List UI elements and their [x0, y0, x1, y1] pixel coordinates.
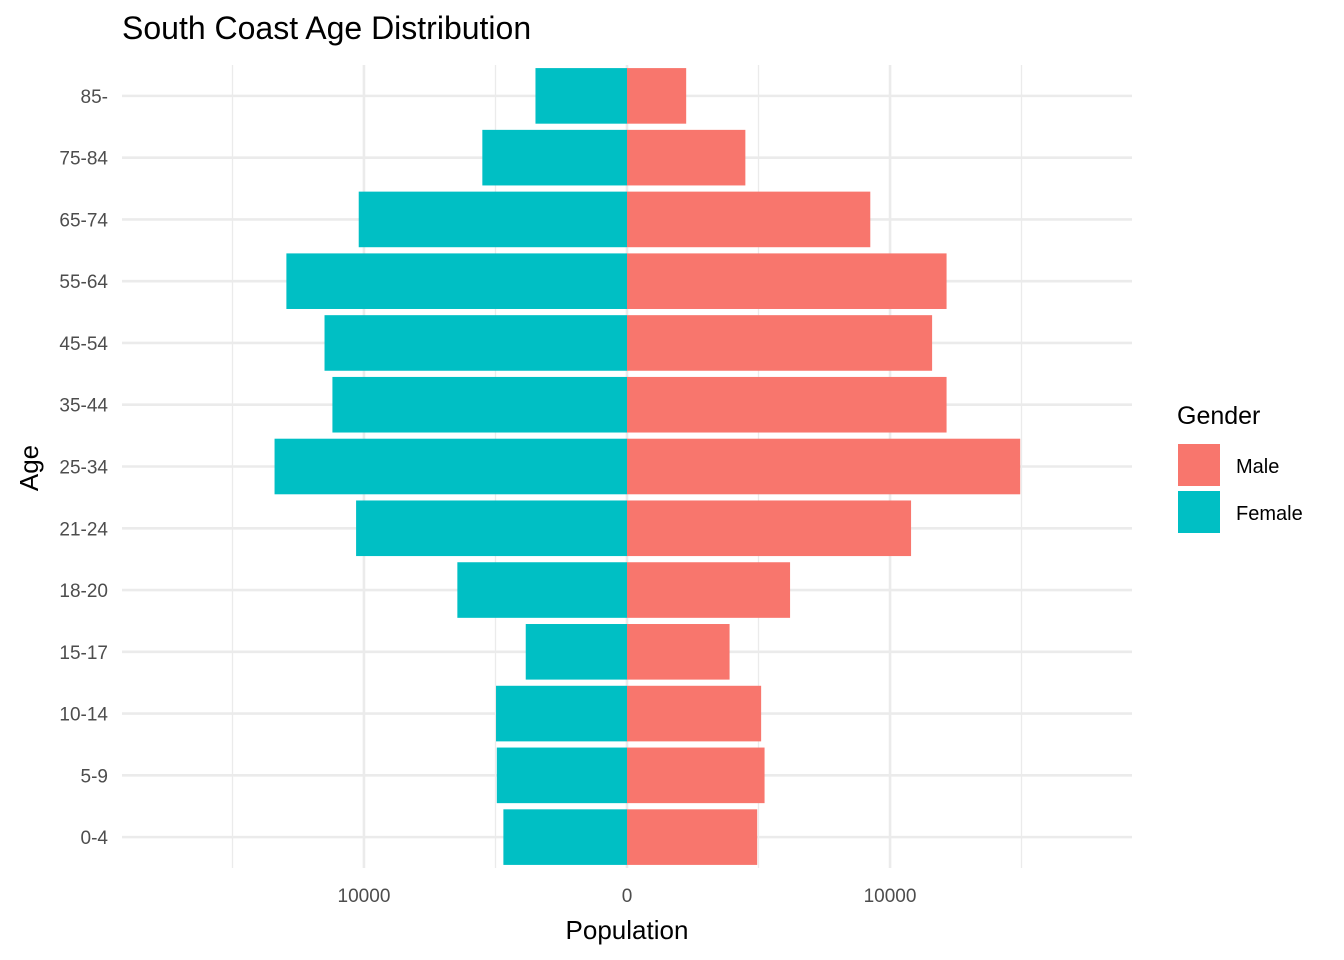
bar-male-45-54 — [627, 315, 933, 371]
bar-female-25-34 — [274, 438, 627, 495]
chart-title: South Coast Age Distribution — [122, 10, 531, 46]
legend-label-female: Female — [1236, 503, 1303, 525]
bar-female-65-74 — [358, 191, 627, 248]
bar-male-5-9 — [627, 747, 765, 804]
bar-male-75-84 — [627, 129, 746, 186]
bar-male-21-24 — [627, 500, 912, 557]
y-tick-label: 5-9 — [81, 766, 108, 787]
y-tick-label: 25-34 — [59, 458, 108, 479]
x-tick-label: 10000 — [864, 886, 917, 907]
x-tick-label: 10000 — [338, 886, 391, 907]
bar-female-15-17 — [525, 624, 627, 680]
legend-key-male — [1178, 444, 1220, 486]
bar-female-0-4 — [503, 809, 627, 865]
y-tick-label: 75-84 — [59, 149, 108, 170]
legend-key-female — [1178, 491, 1220, 533]
y-axis-tick-labels: 0-4 5-9 10-14 15-17 18-20 21-24 25-34 35-44 45-5… — [59, 87, 108, 849]
bar-male-35-44 — [627, 376, 947, 433]
y-tick-label: 55-64 — [59, 272, 108, 293]
bar-female-75-84 — [482, 129, 627, 186]
bar-female-18-20 — [457, 562, 627, 618]
legend-title: Gender — [1177, 402, 1260, 430]
bar-female-55-64 — [286, 253, 627, 309]
y-tick-label: 10-14 — [59, 705, 108, 726]
y-tick-label: 45-54 — [59, 334, 108, 355]
bars — [274, 68, 1021, 865]
y-tick-label: 85- — [81, 87, 108, 108]
legend-items: Male Female — [1178, 444, 1303, 533]
y-tick-label: 18-20 — [59, 581, 108, 602]
bar-male-85- — [627, 68, 687, 124]
bar-male-55-64 — [627, 253, 947, 309]
bar-female-5-9 — [496, 747, 627, 804]
legend: Gender Male Female — [1177, 402, 1303, 533]
y-tick-label: 35-44 — [59, 396, 108, 417]
bar-female-10-14 — [496, 685, 627, 742]
y-tick-label: 0-4 — [81, 828, 109, 849]
x-axis-tick-labels: 10000 0 10000 — [338, 886, 917, 907]
bar-female-85- — [535, 68, 627, 124]
y-tick-label: 21-24 — [59, 519, 108, 540]
bar-female-21-24 — [356, 500, 627, 557]
bar-male-15-17 — [627, 624, 730, 680]
bar-male-25-34 — [627, 438, 1021, 495]
bar-female-45-54 — [324, 315, 627, 371]
x-axis-title: Population — [566, 915, 689, 945]
y-axis-title: Age — [14, 445, 44, 491]
bar-male-10-14 — [627, 685, 762, 742]
bar-male-18-20 — [627, 562, 791, 618]
bar-female-35-44 — [332, 376, 627, 433]
bar-male-0-4 — [627, 809, 758, 865]
bar-male-65-74 — [627, 191, 871, 248]
legend-label-male: Male — [1236, 456, 1279, 478]
x-tick-label: 0 — [622, 886, 633, 907]
y-tick-label: 65-74 — [59, 210, 108, 231]
y-tick-label: 15-17 — [59, 643, 108, 664]
